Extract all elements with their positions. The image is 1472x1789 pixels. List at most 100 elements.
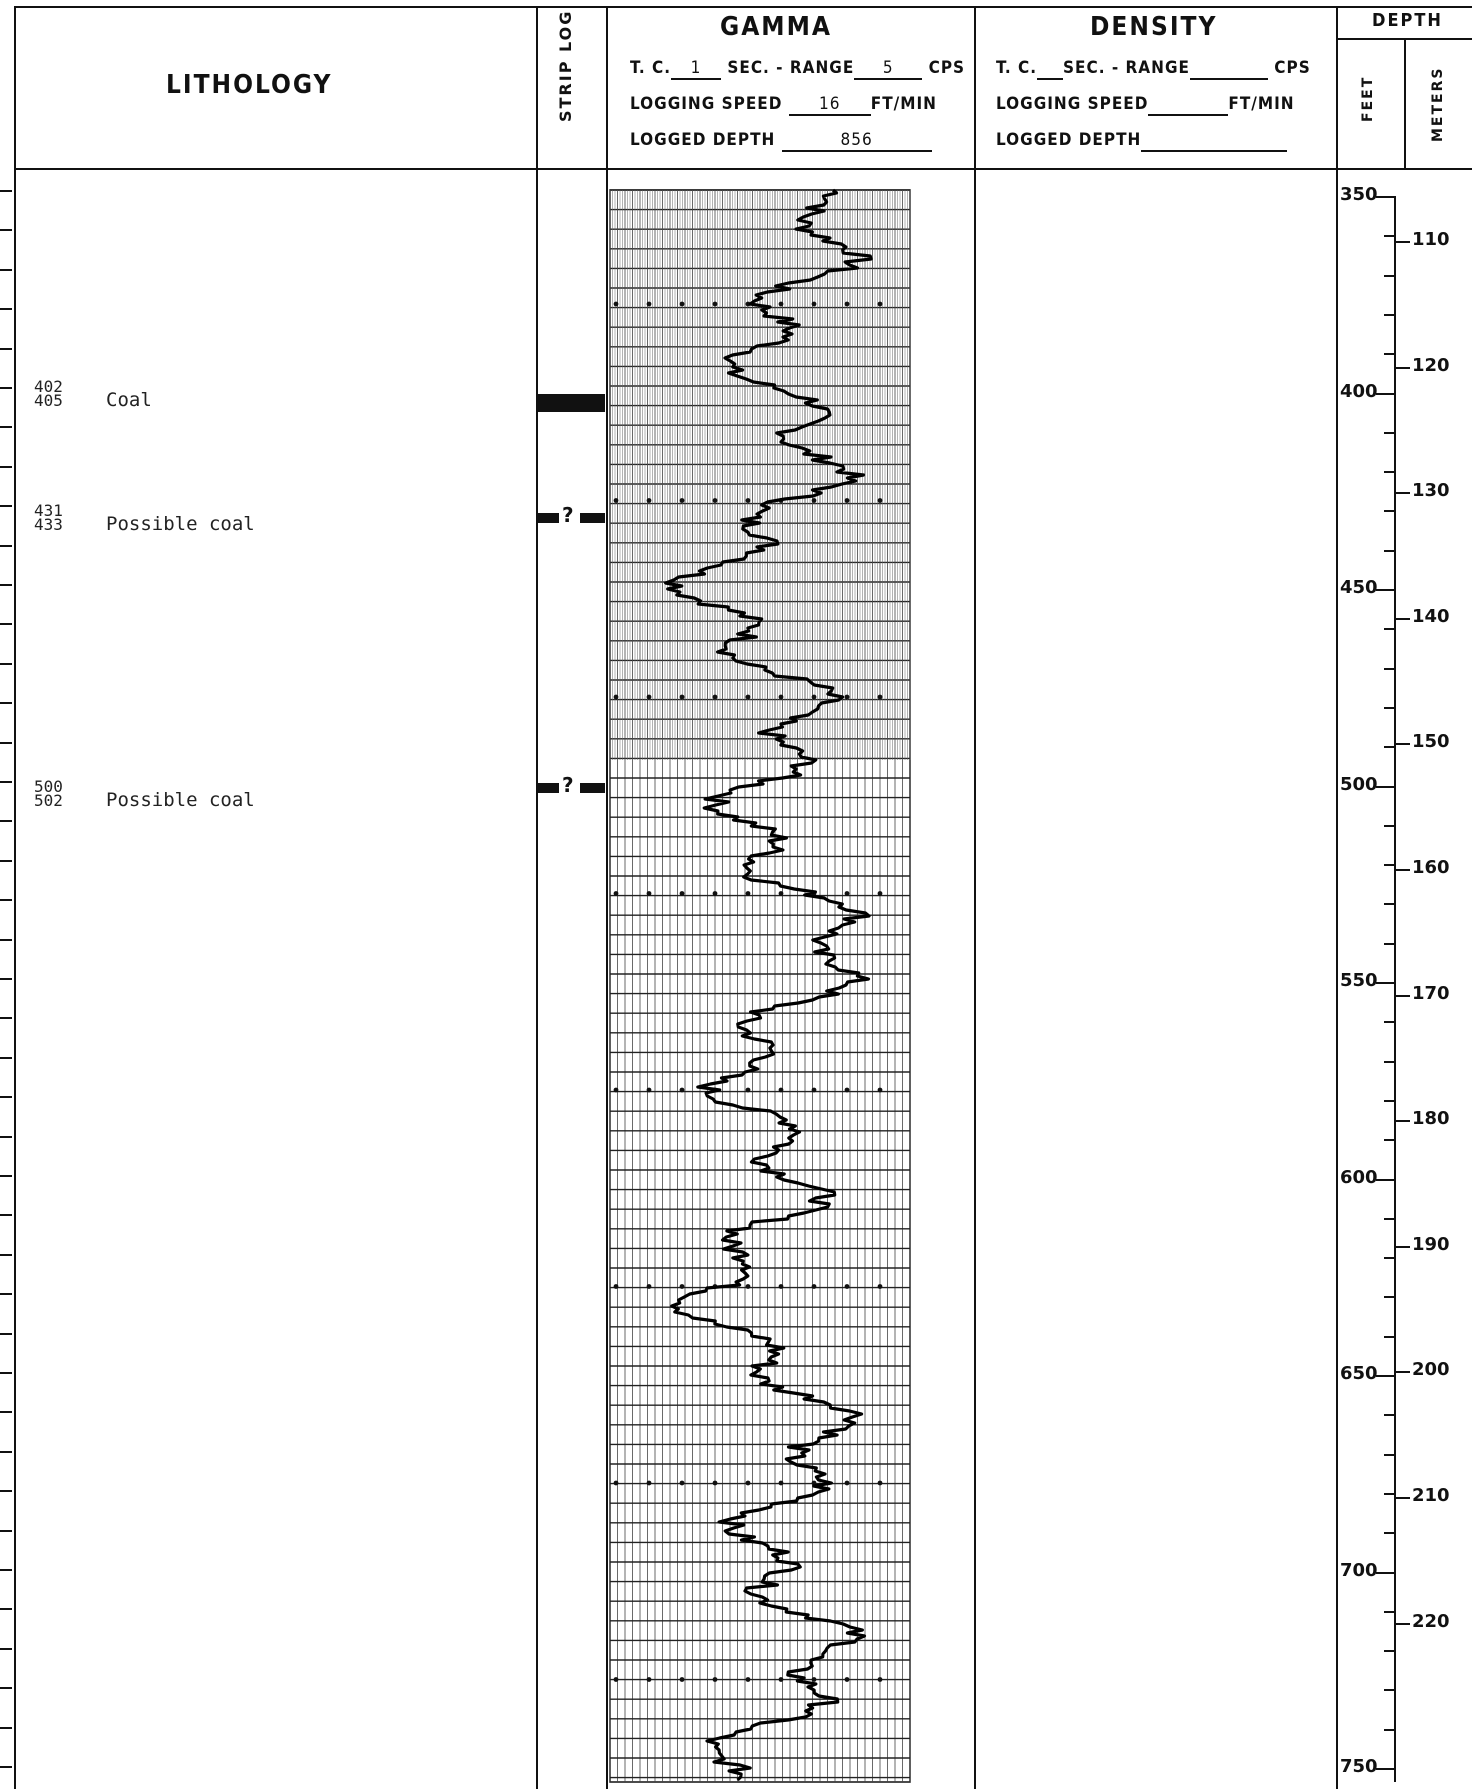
feet-tick: [1384, 471, 1396, 473]
left-margin-tick: [0, 584, 12, 586]
feet-tick: [1384, 943, 1396, 945]
note-3-label: Possible coal: [106, 789, 255, 811]
grid-dot: [811, 301, 817, 307]
grid-dot: [712, 498, 718, 503]
meters-tick: [1396, 743, 1410, 745]
meters-tick: [1396, 1371, 1410, 1373]
feet-tick: [1376, 1768, 1396, 1770]
meters-tick: [1396, 1623, 1410, 1625]
note-2-label: Possible coal: [106, 513, 255, 535]
meters-tick: [1396, 618, 1410, 620]
density-speed-line: LOGGING SPEED FT/MIN: [996, 94, 1295, 116]
grid-dot: [679, 301, 685, 307]
meters-tick: [1396, 1497, 1410, 1499]
left-margin-tick: [0, 1214, 12, 1216]
meters-label: 220: [1412, 1611, 1450, 1632]
note-2-top: 431: [34, 501, 63, 520]
meters-tick: [1396, 1120, 1410, 1122]
gamma-speed-value: 16: [788, 94, 871, 116]
left-margin-tick: [0, 1687, 12, 1689]
grid-dot: [712, 694, 718, 700]
depth-header-rule: [1336, 38, 1472, 40]
gamma-curve: [663, 188, 873, 1782]
feet-label: 500: [1340, 774, 1378, 795]
grid-dot: [778, 301, 784, 307]
feet-label: 700: [1340, 1560, 1378, 1581]
grid-dot: [646, 891, 652, 896]
grid-dot: [679, 1284, 685, 1289]
grid-dot: [745, 1087, 751, 1093]
grid-dot: [613, 1677, 619, 1682]
left-margin-tick: [0, 190, 12, 192]
feet-tick: [1384, 1689, 1396, 1691]
left-margin-tick: [0, 1096, 12, 1098]
grid-dot: [679, 1677, 685, 1682]
grid-dot: [778, 694, 784, 700]
divider-strip-gamma: [606, 6, 608, 1789]
gamma-header: GAMMA: [720, 12, 832, 42]
feet-tick: [1376, 1179, 1396, 1181]
feet-tick: [1384, 1100, 1396, 1102]
grid-dot: [844, 301, 850, 307]
left-margin-tick: [0, 1175, 12, 1177]
left-margin-tick: [0, 781, 12, 783]
feet-tick: [1384, 550, 1396, 552]
meters-header: METERS: [1430, 66, 1446, 142]
feet-tick: [1384, 1493, 1396, 1495]
grid-dot: [613, 301, 619, 307]
gamma-tc-line: T. C. 1 SEC. - RANGE 5 CPS: [630, 58, 965, 80]
feet-tick: [1384, 1454, 1396, 1456]
feet-tick: [1384, 668, 1396, 670]
note-1-label: Coal: [106, 389, 152, 411]
meters-label: 150: [1412, 731, 1450, 752]
left-margin-tick: [0, 1648, 12, 1650]
divider-density-depth: [1336, 6, 1338, 1789]
left-margin-tick: [0, 939, 12, 941]
grid-dot: [844, 1677, 850, 1682]
meters-label: 200: [1412, 1359, 1450, 1380]
grid-dot: [646, 1480, 652, 1486]
feet-tick: [1384, 510, 1396, 512]
left-margin-tick: [0, 1057, 12, 1059]
feet-axis-line: [1394, 196, 1396, 1782]
grid-dot: [778, 1480, 784, 1486]
grid-dot: [712, 301, 718, 307]
gamma-speed-unit: FT/MIN: [870, 94, 937, 114]
left-margin-tick: [0, 742, 12, 744]
note-1-bottom: 405: [34, 391, 63, 410]
grid-dot: [811, 1087, 817, 1093]
feet-tick: [1384, 1532, 1396, 1534]
feet-tick: [1384, 432, 1396, 434]
grid-dot: [844, 694, 850, 700]
feet-tick: [1384, 1336, 1396, 1338]
feet-tick: [1384, 1061, 1396, 1063]
meters-label: 180: [1412, 1108, 1450, 1129]
meters-tick: [1396, 995, 1410, 997]
strip-log-header: STRIP LOG: [556, 9, 575, 122]
left-margin-tick: [0, 702, 12, 704]
density-speed-blank: [1148, 94, 1229, 116]
meters-tick: [1396, 241, 1410, 243]
grid-dot: [877, 1087, 883, 1093]
grid-dot: [745, 1677, 751, 1682]
feet-tick: [1384, 275, 1396, 277]
feet-tick: [1384, 707, 1396, 709]
divider-lithology-strip: [536, 6, 538, 1789]
left-margin-tick: [0, 1411, 12, 1413]
grid-dot: [646, 694, 652, 700]
density-tc-line: T. C. SEC. - RANGE CPS: [996, 58, 1311, 80]
grid-dot: [811, 1677, 817, 1682]
feet-label: 450: [1340, 577, 1378, 598]
meters-tick: [1396, 869, 1410, 871]
gamma-speed-label: LOGGING SPEED: [630, 94, 783, 114]
feet-tick: [1384, 903, 1396, 905]
gamma-tc-value: 1: [671, 58, 722, 80]
left-margin-tick: [0, 466, 12, 468]
grid-dot: [778, 1677, 784, 1682]
grid-dot: [712, 1677, 718, 1682]
left-margin-tick: [0, 348, 12, 350]
grid-dot: [646, 1087, 652, 1093]
feet-label: 750: [1340, 1756, 1378, 1777]
meters-label: 160: [1412, 857, 1450, 878]
